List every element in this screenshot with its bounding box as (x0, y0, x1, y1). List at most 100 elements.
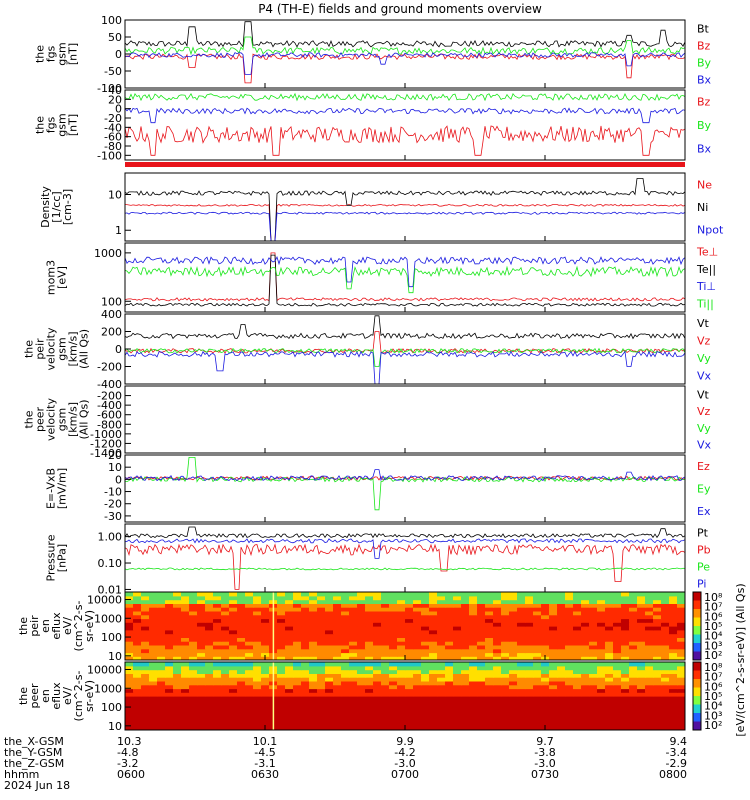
spectrogram-cell (397, 622, 406, 627)
spectrogram-cell (469, 641, 478, 646)
spectrogram-cell (133, 607, 142, 612)
spectrogram-cell (493, 707, 502, 712)
spectrogram-cell (317, 599, 326, 604)
spectrogram-cell (429, 662, 438, 667)
spectrogram-cell (293, 680, 302, 686)
spectrogram-cell (557, 714, 566, 720)
spectrogram-cell (333, 718, 342, 724)
spectrogram-cell (317, 699, 326, 705)
spectrogram-cell (661, 656, 670, 660)
spectrogram-cell (653, 595, 662, 601)
series-line-Vx (125, 350, 685, 384)
spectrogram-cell (381, 595, 390, 601)
spectrogram-cell (621, 669, 630, 674)
spectrogram-cell (645, 726, 654, 730)
series-line-Ni (125, 178, 685, 241)
spectrogram-cell (549, 607, 558, 612)
spectrogram-cell (325, 641, 334, 646)
spectrogram-cell (293, 703, 302, 708)
spectrogram-cell (357, 592, 366, 597)
spectrogram-cell (621, 677, 630, 682)
spectrogram-cell (589, 673, 598, 678)
spectrogram-cell (173, 696, 182, 701)
spectrogram-cell (437, 599, 446, 604)
spectrogram-cell (397, 637, 406, 642)
spectrogram-cell (221, 622, 230, 627)
spectrogram-cell (661, 629, 670, 635)
spectrogram-cell (317, 648, 326, 654)
spectrogram-cell (349, 622, 358, 627)
spectrogram-cell (309, 680, 318, 686)
spectrogram-cell (405, 662, 414, 667)
spectrogram-cell (397, 711, 406, 716)
spectrogram-cell (605, 696, 614, 701)
spectrogram-cell (637, 726, 646, 730)
spectrogram-cell (229, 618, 238, 623)
spectrogram-cell (309, 656, 318, 660)
spectrogram-cell (517, 614, 526, 620)
spectrogram-cell (669, 595, 678, 601)
spectrogram-cell (149, 707, 158, 712)
spectrogram-cell (309, 607, 318, 612)
spectrogram-cell (637, 614, 646, 620)
spectrogram-cell (469, 603, 478, 608)
spectrogram-cell (373, 718, 382, 724)
spectrogram-cell (205, 684, 214, 690)
spectrogram-cell (525, 610, 534, 616)
spectrogram-cell (405, 652, 414, 657)
spectrogram-cell (597, 633, 606, 638)
spectrogram-cell (541, 722, 550, 727)
spectrogram-cell (293, 618, 302, 623)
y-axis-label-line: gsm (56, 337, 69, 360)
spectrogram-cell (429, 726, 438, 730)
spectrogram-cell (477, 618, 486, 623)
spectrogram-cell (541, 699, 550, 705)
spectrogram-cell (189, 641, 198, 646)
spectrogram-cell (621, 714, 630, 720)
spectrogram-cell (173, 692, 182, 697)
spectrogram-cell (461, 607, 470, 612)
spectrogram-cell (645, 614, 654, 620)
spectrogram-cell (293, 669, 302, 674)
spectrogram-cell (637, 665, 646, 671)
spectrogram-cell (445, 707, 454, 712)
spectrogram-cell (221, 677, 230, 682)
spectrogram-cell (677, 714, 685, 720)
spectrogram-cell (317, 595, 326, 601)
spectrogram-cell (461, 629, 470, 635)
spectrogram-cell (669, 603, 678, 608)
spectrogram-cell (285, 699, 294, 705)
spectrogram-cell (413, 641, 422, 646)
spectrogram-cell (157, 684, 166, 690)
spectrogram-cell (309, 699, 318, 705)
legend-Pt: Pt (697, 527, 709, 540)
spectrogram-cell (325, 726, 334, 730)
spectrogram-cell (677, 610, 685, 616)
spectrogram-cell (285, 629, 294, 635)
y-axis-label: thefgsgsm[nT] (34, 42, 80, 65)
spectrogram-cell (629, 610, 638, 616)
spectrogram-cell (357, 614, 366, 620)
spectrogram-cell (405, 656, 414, 660)
spectrogram-cell (581, 607, 590, 612)
spectrogram-cell (221, 703, 230, 708)
spectrogram-cell (445, 599, 454, 604)
spectrogram-cell (389, 648, 398, 654)
spectrogram-cell (493, 726, 502, 730)
spectrogram-cell (589, 699, 598, 705)
spectrogram-cell (653, 692, 662, 697)
spectrogram-cell (653, 641, 662, 646)
spectrogram-cell (125, 673, 134, 678)
series-line-Vy (125, 347, 685, 367)
footer-row-label: the_X-GSM (4, 735, 64, 748)
spectrogram-cell (501, 665, 510, 671)
spectrogram-cell (205, 603, 214, 608)
spectrogram-cell (133, 626, 142, 631)
spectrogram-cell (677, 622, 685, 627)
spectrogram-cell (253, 595, 262, 601)
spectrogram-cell (229, 665, 238, 671)
spectrogram-cell (557, 607, 566, 612)
spectrogram-cell (325, 692, 334, 697)
spectrogram-cell (349, 637, 358, 642)
